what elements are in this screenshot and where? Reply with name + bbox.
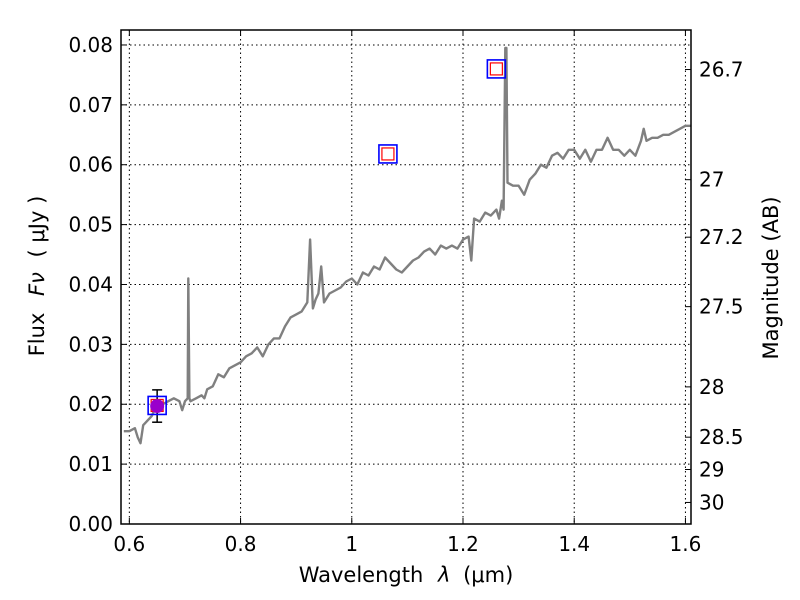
x-tick-label: 0.8 <box>225 532 257 556</box>
right-tick-label: 27 <box>699 168 724 192</box>
x-tick-label: 1.6 <box>670 532 702 556</box>
right-tick-label: 27.5 <box>699 295 744 319</box>
y-tick-label: 0.08 <box>68 33 113 57</box>
y-tick-label: 0.06 <box>68 153 113 177</box>
y-tick-label: 0.03 <box>68 332 113 356</box>
observed-photometry-point <box>150 399 165 414</box>
photometry-markers <box>147 59 507 423</box>
spectrum-series <box>123 46 691 445</box>
plot-area-frame <box>120 29 692 525</box>
right-tick-label: 28 <box>699 375 724 399</box>
y-axis-label-right: Magnitude (AB) <box>759 196 783 359</box>
y-tick-label: 0.00 <box>68 512 113 536</box>
x-tick-label: 1.2 <box>447 532 479 556</box>
right-tick-label: 26.7 <box>699 58 744 82</box>
x-axis-label-unit: (μm) <box>463 563 513 587</box>
x-axis-label: Wavelength λ (μm) <box>299 563 514 587</box>
model-photometry-box-inner <box>381 147 395 161</box>
right-tick-label: 29 <box>699 458 724 482</box>
y-tick-label: 0.04 <box>68 272 113 296</box>
model-photometry-box-inner <box>489 62 503 76</box>
x-tick-label: 1.4 <box>558 532 590 556</box>
y-tick-label: 0.05 <box>68 213 113 237</box>
right-tick-label: 27.2 <box>699 225 744 249</box>
axis-ticks: 0.6 0.8 1 1.2 1.4 1.6 0.00 0.01 0.02 0.03 0.04 0.05… <box>68 30 744 556</box>
y-axis-label-left: Flux Fν ( μJy ) <box>25 196 49 357</box>
grid-lines <box>121 30 691 525</box>
x-axis-label-symbol: λ <box>437 563 450 587</box>
spectrum-line <box>123 46 691 445</box>
y-axis-label-symbol: Fν <box>25 272 49 296</box>
y-tick-label: 0.01 <box>68 452 113 476</box>
y-tick-label: 0.02 <box>68 392 113 416</box>
y-tick-label: 0.07 <box>68 93 113 117</box>
y-axis-label-text: Flux <box>25 313 49 357</box>
right-tick-label: 28.5 <box>699 425 744 449</box>
model-photometry-box <box>147 395 167 416</box>
x-axis-label-text: Wavelength <box>299 563 424 587</box>
right-tick-label: 30 <box>699 490 724 514</box>
x-tick-label: 1 <box>345 532 358 556</box>
model-photometry-box <box>378 144 398 164</box>
model-photometry-box <box>486 59 507 79</box>
x-tick-label: 0.6 <box>113 532 145 556</box>
y-axis-label-unit: ( μJy ) <box>25 196 49 258</box>
